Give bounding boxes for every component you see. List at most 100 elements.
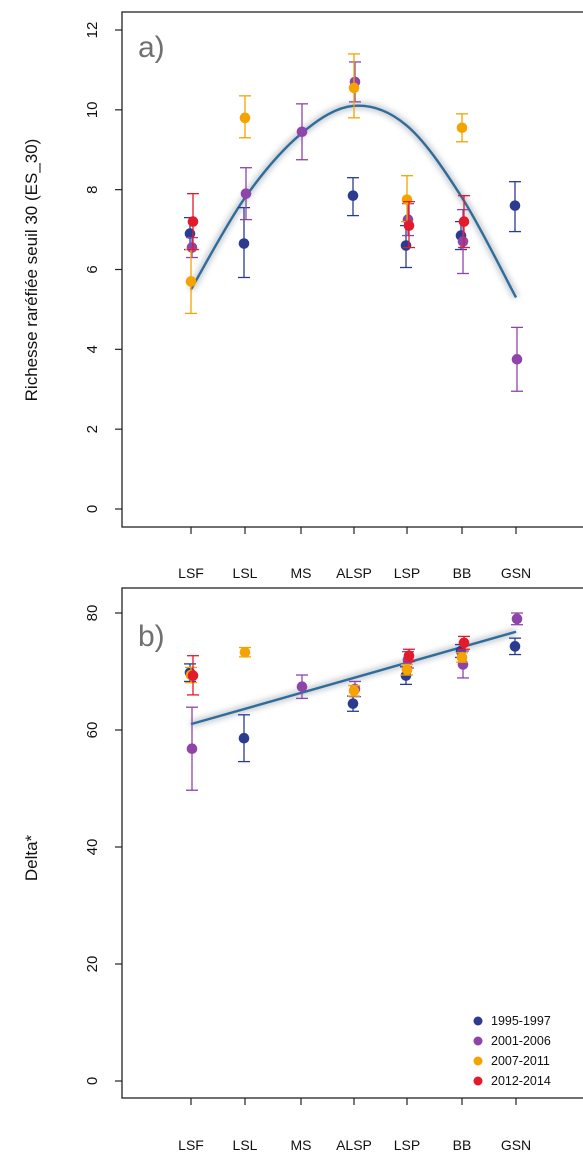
legend-marker-2007-2011: [473, 1056, 483, 1066]
x-tick-label-lsl: LSL: [233, 1137, 258, 1153]
x-tick-label-gsn: GSN: [501, 1137, 531, 1153]
point-2007-2011-bb: [456, 652, 468, 663]
point-2007-2011-alsp: [348, 684, 360, 697]
data-point: [239, 112, 251, 124]
point-2001-2006-gsn: [511, 612, 523, 626]
data-point: [240, 188, 252, 199]
data-point: [347, 190, 359, 201]
data-point: [403, 650, 415, 662]
panel-b-delta-chart: b) Delta* 0 20 40 60 80 LSF LSL MS ALSP LSP BB GSN…: [22, 587, 583, 1153]
data-point: [401, 194, 413, 205]
legend-marker-1995-1997: [473, 1016, 483, 1026]
y-tick-label: 4: [84, 345, 101, 353]
point-2012-2014-bb: [458, 635, 470, 650]
data-point: [238, 238, 250, 249]
y-tick-label: 6: [84, 265, 101, 273]
y-tick-label: 0: [84, 505, 101, 513]
y-tick-label: 20: [84, 956, 101, 973]
point-2007-2011-lsl: [239, 95, 251, 139]
panel-b-data-points: [184, 612, 523, 791]
panel-b-x-axis: LSF LSL MS ALSP LSP BB GSN: [178, 1098, 531, 1153]
point-2007-2011-lsp: [401, 663, 413, 676]
point-2012-2014-lsf: [187, 655, 199, 696]
y-tick-label: 2: [84, 425, 101, 433]
point-2012-2014-lsp: [403, 200, 415, 249]
x-tick-label-alsp: ALSP: [336, 565, 372, 581]
panel-b-ylabel: Delta*: [22, 834, 41, 881]
x-tick-label-lsf: LSF: [178, 1137, 204, 1153]
legend-marker-2001-2006: [473, 1036, 483, 1046]
panel-a-label: a): [138, 31, 165, 64]
legend-marker-2012-2014: [473, 1076, 483, 1086]
y-tick-label: 40: [84, 839, 101, 856]
data-point: [296, 681, 308, 693]
x-tick-label-alsp: ALSP: [336, 1137, 372, 1153]
x-tick-label-lsf: LSF: [178, 565, 204, 581]
point-2001-2006-ms: [296, 674, 308, 700]
data-point: [403, 220, 415, 231]
data-point: [239, 646, 251, 658]
legend-label-1995-1997: 1995-1997: [491, 1014, 551, 1028]
data-point: [511, 613, 523, 625]
point-2001-2006-alsp: [349, 61, 361, 103]
point-2007-2011-lsf: [185, 248, 197, 315]
y-tick-label: 80: [84, 605, 101, 622]
point-1995-1997-gsn: [509, 637, 521, 656]
point-1995-1997-alsp: [347, 177, 359, 217]
point-2007-2011-alsp: [348, 53, 360, 119]
x-tick-label-lsl: LSL: [233, 565, 258, 581]
point-2007-2011-lsp: [401, 175, 413, 223]
x-tick-label-bb: BB: [453, 1137, 472, 1153]
panel-a-data-points: [184, 53, 523, 392]
x-tick-label-lsp: LSP: [394, 1137, 420, 1153]
point-1995-1997-gsn: [509, 181, 521, 233]
y-tick-label: 60: [84, 722, 101, 739]
y-tick-label: 12: [84, 22, 101, 39]
point-2001-2006-lsf: [186, 236, 198, 259]
x-tick-label-ms: MS: [291, 1137, 312, 1153]
data-point: [187, 670, 199, 681]
data-point: [457, 236, 469, 247]
point-1995-1997-lsl: [238, 206, 250, 279]
data-point: [456, 652, 468, 663]
data-point: [348, 685, 360, 697]
data-point: [400, 240, 412, 251]
x-tick-label-gsn: GSN: [501, 565, 531, 581]
data-point: [458, 637, 470, 649]
panel-a-ylabel: Richesse raréfiée seuil 30 (ES_30): [22, 139, 41, 402]
point-1995-1997-lsl: [238, 714, 250, 763]
data-point: [186, 743, 198, 755]
legend-label-2012-2014: 2012-2014: [491, 1074, 551, 1088]
point-1995-1997-lsp: [400, 224, 412, 269]
y-tick-label: 8: [84, 185, 101, 193]
point-1995-1997-alsp: [347, 695, 359, 712]
point-2007-2011-lsl: [239, 646, 251, 658]
y-tick-label: 10: [84, 101, 101, 118]
legend: 1995-1997 2001-2006 2007-2011 2012-2014: [473, 1014, 551, 1088]
panel-a-y-axis: 0 2 4 6 8 10 12: [84, 22, 122, 513]
point-2001-2006-lsf: [186, 706, 198, 791]
point-2012-2014-bb: [458, 195, 470, 249]
point-2012-2014-lsp: [403, 648, 415, 663]
data-point: [401, 664, 413, 676]
data-point: [296, 126, 308, 138]
data-point: [511, 354, 523, 365]
y-tick-label: 0: [84, 1077, 101, 1085]
panel-a-richness-chart: a) Richesse raréfiée seuil 30 (ES_30) 0 2…: [22, 11, 583, 581]
data-point: [238, 732, 250, 744]
data-point: [458, 216, 470, 227]
panel-b-y-axis: 0 20 40 60 80: [84, 605, 122, 1085]
x-tick-label-lsp: LSP: [394, 565, 420, 581]
x-tick-label-bb: BB: [453, 565, 472, 581]
data-point: [347, 698, 359, 709]
data-point: [187, 216, 199, 227]
point-2001-2006-ms: [296, 103, 308, 161]
data-point: [456, 122, 468, 134]
data-point: [348, 82, 360, 94]
point-2007-2011-bb: [456, 113, 468, 143]
point-2001-2006-gsn: [511, 326, 523, 392]
point-2001-2006-lsl: [240, 167, 252, 221]
x-tick-label-ms: MS: [291, 565, 312, 581]
point-2012-2014-lsf: [187, 193, 199, 251]
